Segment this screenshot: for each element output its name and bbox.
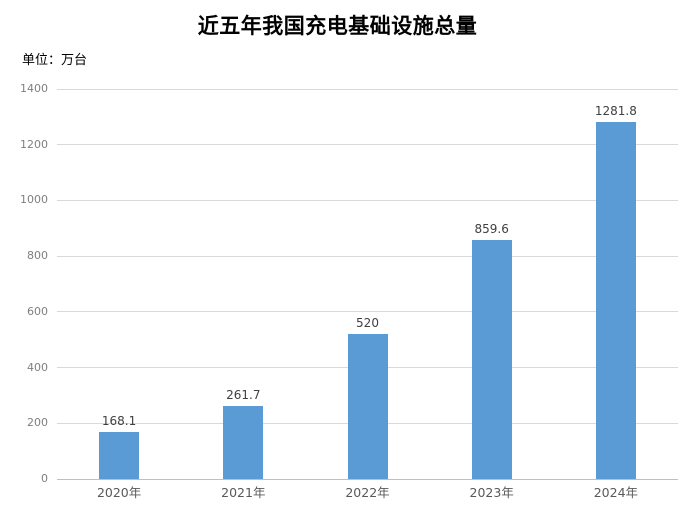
x-axis-tick-label: 2024年 <box>593 485 639 500</box>
y-axis-tick-label: 600 <box>27 304 48 318</box>
y-axis-tick-label: 800 <box>27 249 48 263</box>
gridline <box>57 199 678 201</box>
gridline <box>57 88 678 90</box>
bar-value-label: 261.7 <box>226 388 261 403</box>
x-axis-line <box>57 479 678 480</box>
x-axis-tick-label: 2020年 <box>96 485 142 500</box>
chart-title: 近五年我国充电基础设施总量 <box>197 13 478 38</box>
bar-value-label: 859.6 <box>474 221 509 236</box>
bar-value-label: 520 <box>356 316 379 331</box>
y-axis-tick-label: 400 <box>27 360 48 374</box>
x-axis-tick-label: 2023年 <box>469 485 514 500</box>
y-axis-tick-label: 1000 <box>20 193 48 207</box>
bar-value-label: 168.1 <box>101 414 137 429</box>
gridline <box>57 255 678 257</box>
bar <box>347 334 388 479</box>
gridline <box>57 144 678 146</box>
unit-label: 单位：万台 <box>22 53 88 68</box>
bar-value-label: 1281.8 <box>594 103 637 118</box>
x-axis-tick-label: 2021年 <box>221 485 266 500</box>
bar <box>223 406 264 479</box>
y-axis-tick-label: 200 <box>27 416 48 430</box>
plot-area: 168.1 2020年 261.7 2021年 520 2022年 859.6 2023年 12… <box>57 88 678 500</box>
y-axis-tick-label: 1400 <box>20 82 48 95</box>
y-axis-tick-label: 0 <box>41 472 48 485</box>
bar <box>471 239 512 479</box>
gridline <box>57 311 678 313</box>
x-axis-tick-label: 2022年 <box>345 485 390 500</box>
bar <box>99 432 140 479</box>
y-axis-tick-label: 1200 <box>20 137 48 151</box>
bar <box>595 121 636 479</box>
